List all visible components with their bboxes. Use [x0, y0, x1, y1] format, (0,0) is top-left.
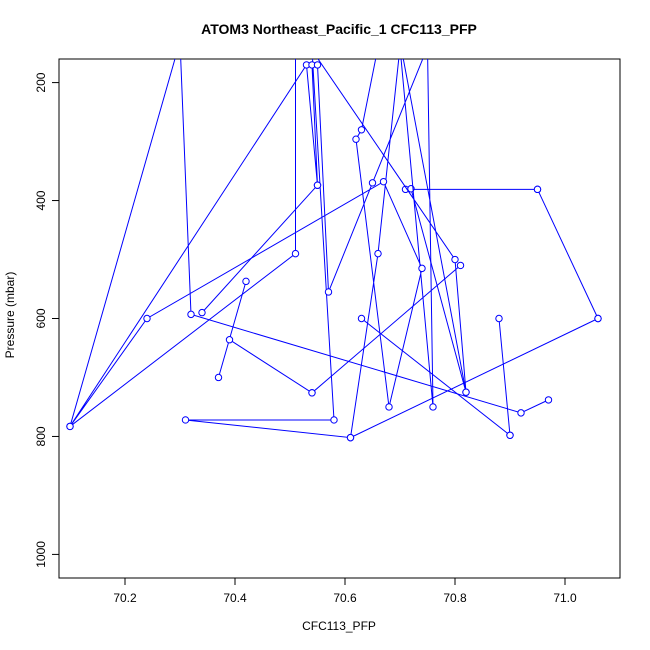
x-tick-label: 71.0	[553, 591, 577, 605]
data-point	[418, 264, 426, 273]
data-point	[456, 261, 465, 270]
profile-segment	[350, 318, 599, 439]
data-point	[385, 403, 393, 411]
data-point	[379, 177, 388, 186]
plot-frame	[58, 58, 621, 579]
data-point	[308, 389, 316, 397]
data-point	[352, 135, 360, 143]
data-point	[291, 249, 300, 258]
data-point	[429, 403, 437, 411]
x-axis-label: CFC113_PFP	[302, 619, 376, 633]
chart-title: ATOM3 Northeast_Pacific_1 CFC113_PFP	[201, 21, 477, 37]
y-tick-label: 200	[34, 72, 48, 92]
data-point	[506, 431, 514, 439]
data-point	[451, 255, 459, 264]
data-point	[313, 61, 322, 69]
data-point	[346, 433, 355, 442]
data-point	[214, 373, 223, 382]
data-point	[462, 388, 470, 396]
x-tick-label: 70.2	[113, 591, 137, 605]
data-point	[374, 249, 382, 258]
y-tick-label: 800	[34, 426, 48, 446]
y-tick-label: 1000	[34, 541, 48, 568]
y-tick-label: 600	[34, 308, 48, 328]
profile-segment	[201, 184, 318, 313]
data-point	[495, 314, 503, 323]
data-point	[313, 181, 322, 189]
data-point	[198, 308, 206, 317]
data-point	[66, 422, 74, 431]
profile-segment	[311, 265, 461, 394]
profile-segment	[498, 318, 511, 436]
data-point	[181, 416, 190, 424]
x-axis: 70.2 70.4 70.6 70.8 71.0	[113, 577, 577, 605]
profile-segment	[410, 188, 467, 393]
y-axis: 200 400 600 800 1000	[34, 72, 60, 568]
profile-segment	[361, 318, 511, 436]
data-point	[187, 310, 195, 319]
data-point	[357, 126, 366, 134]
series-layer	[66, 59, 602, 442]
profile-segment	[229, 339, 313, 394]
y-tick-label: 400	[34, 190, 48, 210]
data-point	[517, 409, 525, 417]
profile-segment	[218, 281, 247, 378]
y-axis-label: Pressure (mbar)	[3, 272, 17, 359]
x-tick-label: 70.4	[223, 591, 247, 605]
profile-segment	[537, 189, 599, 319]
x-tick-label: 70.6	[333, 591, 357, 605]
series-line	[69, 59, 549, 439]
data-point	[330, 416, 338, 424]
data-point	[368, 179, 377, 187]
x-tick-label: 70.8	[443, 591, 467, 605]
data-point	[242, 277, 250, 286]
data-point	[324, 288, 333, 296]
data-point	[357, 314, 366, 323]
data-point	[225, 336, 234, 344]
data-point	[143, 314, 151, 323]
data-point	[594, 314, 602, 323]
data-point	[533, 185, 542, 194]
data-point	[544, 396, 553, 404]
